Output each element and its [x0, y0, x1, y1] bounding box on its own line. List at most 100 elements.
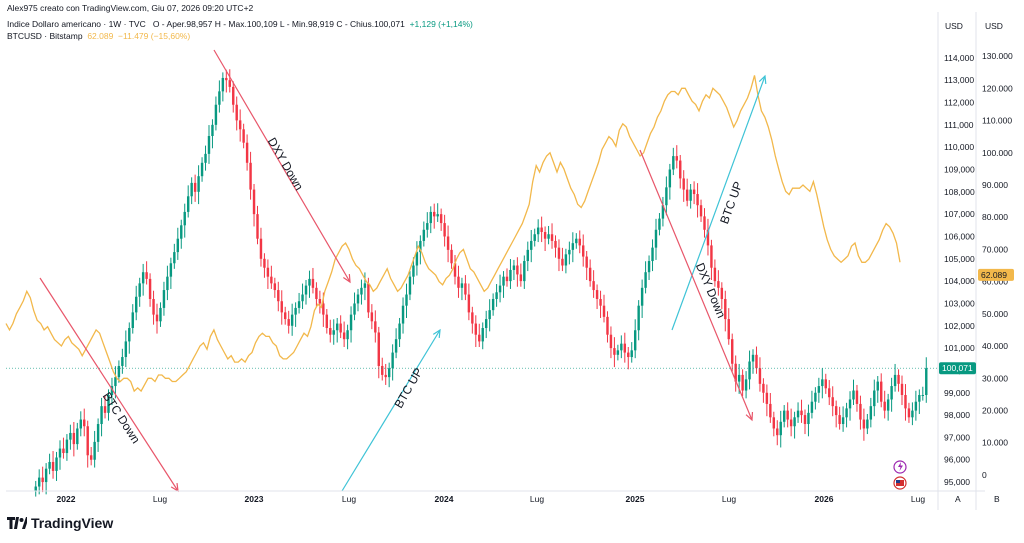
dxy-candle-body	[668, 169, 672, 188]
dxy-candle-body	[904, 394, 907, 409]
dxy-candle-body	[471, 312, 474, 324]
dxy-candle-body	[294, 307, 297, 315]
dxy-candle-body	[824, 379, 827, 389]
dxy-candle-body	[214, 104, 218, 125]
dxy-candle-body	[100, 406, 103, 425]
dxy-candle-body	[734, 363, 737, 382]
flash-icon	[893, 460, 907, 474]
dxy-candle-body	[162, 290, 166, 308]
dxy-candle-body	[523, 261, 526, 282]
dxy-candle-body	[821, 379, 824, 387]
dxy-candle-body	[644, 272, 647, 288]
dxy-axis-tick-label: 108,000	[944, 187, 975, 197]
dxy-candle-body	[886, 399, 890, 411]
dxy-candle-body	[869, 406, 873, 420]
dxy-candle-body	[86, 426, 89, 456]
dxy-candle-body	[880, 381, 883, 402]
dxy-candle-body	[703, 216, 706, 230]
dxy-candle-body	[758, 368, 762, 384]
btc-last-value-tag	[978, 268, 1014, 281]
dxy-candle-body	[741, 374, 744, 391]
dxy-candle-body	[689, 189, 692, 201]
dxy-candle-body	[897, 374, 900, 384]
tradingview-brand[interactable]: TradingView	[7, 515, 113, 531]
dxy-candle-body	[114, 377, 117, 387]
btc-axis-tick-label: 80.000	[982, 212, 1008, 222]
x-tick-label: Lug	[530, 494, 544, 504]
dxy-candle-body	[297, 301, 301, 308]
annotation-label: BTC Down	[100, 390, 143, 446]
dxy-candle-body	[263, 258, 266, 268]
dxy-candle-body	[599, 298, 602, 306]
dxy-candle-body	[394, 339, 398, 353]
dxy-candle-body	[190, 182, 193, 197]
x-tick-label: 2025	[626, 494, 645, 504]
dxy-candle-body	[387, 368, 391, 378]
dxy-candle-body	[862, 419, 866, 429]
dxy-candle-body	[349, 314, 353, 331]
dxy-candle-body	[381, 365, 384, 375]
dxy-candle-body	[592, 281, 595, 291]
dxy-candle-body	[249, 162, 252, 190]
dxy-candle-body	[55, 457, 58, 471]
dxy-candle-body	[630, 350, 633, 358]
dxy-candle-body	[595, 290, 599, 299]
author-text: Alex975 creato con TradingView.com, Giu …	[7, 3, 254, 13]
dxy-candle-body	[76, 428, 79, 445]
dxy-candle-body	[890, 386, 893, 400]
dxy-candle-body	[547, 234, 550, 239]
dxy-axis-tick-label: 98,000	[944, 410, 970, 420]
dxy-axis-tick-label: 109,000	[944, 164, 975, 174]
dxy-candle-body	[464, 283, 467, 295]
dxy-candle-body	[173, 252, 176, 264]
dxy-candle-body	[893, 374, 897, 387]
dxy-candle-body	[301, 294, 304, 302]
dxy-candle-body	[356, 294, 360, 304]
dxy-change: +1,129 (+1,14%)	[409, 19, 473, 29]
dxy-candle-body	[467, 294, 471, 313]
dxy-axis-tick-label: 110,000	[944, 142, 974, 152]
dxy-candle-body	[72, 432, 76, 445]
dxy-candle-body	[914, 401, 918, 411]
btc-value: 62.089	[87, 31, 114, 41]
dxy-candle-body	[578, 238, 581, 246]
dxy-candle-body	[211, 124, 214, 137]
annotation-arrow-head	[343, 273, 351, 284]
btc-axis-tick-label: 130.000	[982, 51, 1013, 61]
dxy-candle-body	[900, 383, 904, 395]
dxy-candle-body	[675, 156, 678, 161]
dxy-candle-body	[633, 330, 637, 351]
dxy-axis-tick-label: 95,000	[944, 477, 970, 487]
dxy-candle-body	[342, 332, 346, 340]
dxy-candle-body	[803, 415, 807, 425]
dxy-candle-body	[235, 104, 238, 121]
dxy-candle-body	[218, 91, 221, 105]
dxy-candle-body	[873, 390, 876, 407]
btc-legend[interactable]: BTCUSD · Bitstamp 62.089 −11.479 (−15,60…	[7, 31, 190, 41]
dxy-candle-body	[360, 287, 363, 295]
dxy-candle-body	[460, 283, 464, 288]
dxy-candle-body	[232, 86, 235, 105]
btc-line	[5, 75, 901, 393]
x-tick-label: Lug	[342, 494, 356, 504]
dxy-candle-body	[751, 354, 755, 362]
dxy-candle-body	[692, 189, 696, 195]
dxy-candle-body	[176, 238, 180, 253]
dxy-legend[interactable]: Indice Dollaro americano · 1W · TVC O - …	[7, 19, 473, 29]
dxy-candle-body	[93, 441, 96, 460]
dxy-axis-tick-label: 96,000	[944, 455, 970, 465]
dxy-candle-body	[287, 319, 290, 326]
us-flag-icon	[893, 476, 907, 490]
dxy-candle-body	[270, 276, 273, 284]
dxy-axis-tick-label: 101,000	[944, 343, 975, 353]
dxy-axis-tick-label: 114,000	[944, 53, 974, 63]
dxy-candle-body	[637, 305, 640, 331]
dxy-candle-body	[540, 227, 543, 233]
dxy-candle-body	[322, 303, 325, 315]
annotation-arrow-line	[341, 329, 441, 492]
annotation-arrow-head	[745, 411, 754, 422]
dxy-candle-body	[110, 386, 114, 395]
dxy-axis-tick-label: 102,000	[944, 321, 975, 331]
dxy-candle-body	[526, 249, 529, 262]
